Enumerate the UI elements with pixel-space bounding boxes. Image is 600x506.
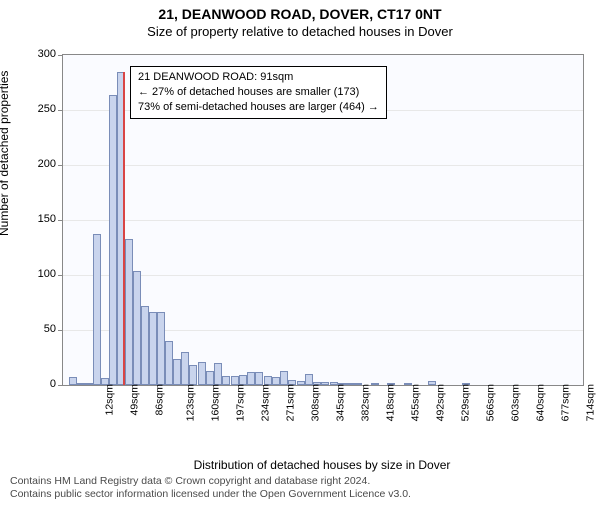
y-tick (58, 55, 62, 56)
chart-container: 21, DEANWOOD ROAD, DOVER, CT17 0NT Size … (0, 6, 600, 506)
annotation-line-1: 21 DEANWOOD ROAD: 91sqm (138, 70, 379, 85)
x-tick-label: 123sqm (184, 384, 196, 421)
x-tick-label: 197sqm (234, 384, 246, 421)
x-tick-label: 677sqm (559, 384, 571, 421)
annotation-line-3: 73% of semi-detached houses are larger (… (138, 100, 379, 115)
y-tick (58, 385, 62, 386)
x-tick-label: 714sqm (584, 384, 596, 421)
footer-attribution: Contains HM Land Registry data © Crown c… (10, 475, 411, 502)
y-tick-label: 250 (26, 103, 56, 115)
x-tick-label: 308sqm (309, 384, 321, 421)
y-tick-label: 300 (26, 48, 56, 60)
histogram-bar (181, 352, 189, 385)
x-tick-label: 12sqm (104, 384, 116, 416)
y-tick-label: 50 (26, 323, 56, 335)
y-tick-label: 200 (26, 158, 56, 170)
histogram-bar (109, 95, 117, 385)
x-tick-label: 234sqm (259, 384, 271, 421)
property-marker-line (123, 72, 125, 386)
y-tick-label: 100 (26, 268, 56, 280)
annotation-box: 21 DEANWOOD ROAD: 91sqm ← 27% of detache… (130, 66, 387, 119)
x-tick-label: 86sqm (154, 384, 166, 416)
x-tick-label: 382sqm (359, 384, 371, 421)
y-tick (58, 330, 62, 331)
histogram-bar (165, 341, 173, 385)
histogram-bar (69, 377, 77, 385)
histogram-bar (346, 383, 354, 385)
histogram-bar (157, 312, 165, 385)
page-subtitle: Size of property relative to detached ho… (0, 24, 600, 39)
histogram-bar (125, 239, 133, 385)
y-axis-label: Number of detached properties (0, 71, 11, 236)
histogram-bar (297, 381, 305, 385)
histogram-bar (141, 306, 149, 385)
histogram-bar (272, 377, 280, 385)
x-tick-label: 529sqm (459, 384, 471, 421)
histogram-bar (280, 371, 288, 385)
histogram-bar (206, 371, 214, 385)
y-tick (58, 220, 62, 221)
y-tick (58, 165, 62, 166)
page-title: 21, DEANWOOD ROAD, DOVER, CT17 0NT (0, 6, 600, 22)
histogram-bar (133, 271, 141, 385)
histogram-bar (149, 312, 157, 385)
histogram-bar (222, 376, 230, 385)
annotation-line-2: ← 27% of detached houses are smaller (17… (138, 85, 379, 100)
histogram-bar (77, 383, 85, 385)
histogram-bar (189, 365, 197, 385)
x-tick-label: 160sqm (209, 384, 221, 421)
grid-line (63, 275, 583, 276)
footer-line-1: Contains HM Land Registry data © Crown c… (10, 475, 411, 489)
histogram-bar (214, 363, 222, 385)
histogram-bar (247, 372, 255, 385)
histogram-bar (85, 383, 93, 385)
x-tick-label: 418sqm (384, 384, 396, 421)
histogram-bar (173, 359, 181, 385)
y-tick (58, 275, 62, 276)
x-axis-label: Distribution of detached houses by size … (62, 458, 582, 472)
x-tick-label: 603sqm (509, 384, 521, 421)
grid-line (63, 165, 583, 166)
x-tick-label: 492sqm (434, 384, 446, 421)
x-tick-label: 345sqm (334, 384, 346, 421)
x-tick-label: 566sqm (484, 384, 496, 421)
x-tick-label: 271sqm (284, 384, 296, 421)
histogram-bar (321, 382, 329, 385)
x-tick-label: 49sqm (129, 384, 141, 416)
histogram-bar (371, 383, 379, 385)
grid-line (63, 220, 583, 221)
y-tick (58, 110, 62, 111)
histogram-bar (198, 362, 206, 385)
y-tick-label: 150 (26, 213, 56, 225)
histogram-bar (93, 234, 101, 385)
x-tick-label: 640sqm (534, 384, 546, 421)
x-tick-label: 455sqm (409, 384, 421, 421)
chart-plot-area: 050100150200250300 12sqm49sqm86sqm123sqm… (62, 54, 582, 424)
y-tick-label: 0 (26, 378, 56, 390)
